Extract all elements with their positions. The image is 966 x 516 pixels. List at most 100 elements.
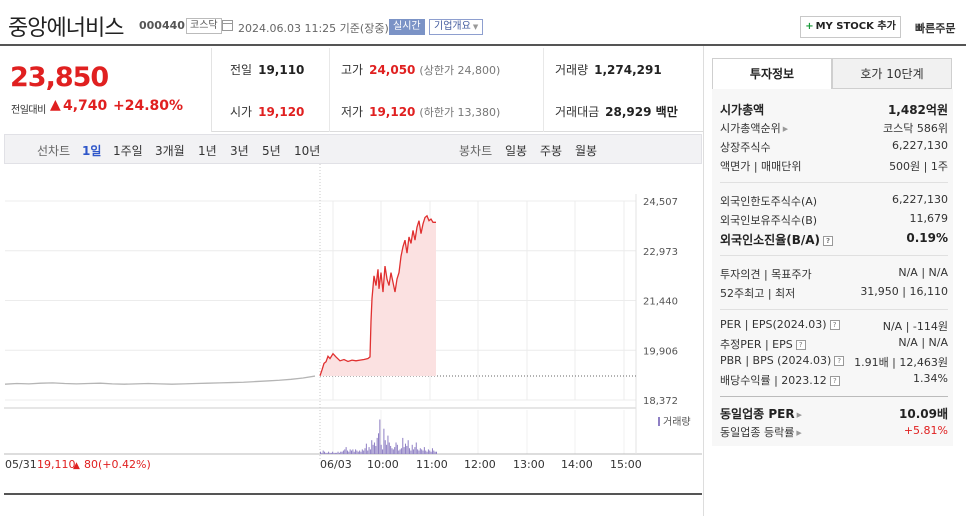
info-est-per: 추정PER | EPS? N/A | N/A: [720, 336, 948, 351]
volume-bar: [425, 450, 427, 454]
volume-bar: [363, 450, 365, 454]
info-foreign-limit: 외국인한도주식수(A) 6,227,130: [720, 193, 948, 208]
candle-daily[interactable]: 일봉: [505, 144, 528, 158]
info-listed-shares: 상장주식수 6,227,130: [720, 139, 948, 154]
content-divider: [703, 46, 704, 516]
volume-bar: [376, 437, 378, 454]
prev-day-change: 80: [84, 458, 98, 471]
info-tabs: 투자정보 호가 10단계: [712, 58, 953, 89]
help-icon[interactable]: ?: [823, 236, 834, 246]
help-icon[interactable]: ?: [829, 376, 840, 386]
info-sector-per[interactable]: 동일업종 PER ▶ 10.09배: [720, 407, 948, 421]
volume-bar: [409, 448, 411, 454]
prev-day-price: 19,110: [37, 458, 76, 471]
volume-bar: [382, 449, 384, 454]
period-3m[interactable]: 3개월: [155, 144, 185, 158]
volume-bar: [328, 451, 330, 454]
company-name: 중앙에너비스: [8, 16, 124, 41]
info-foreign-holding: 외국인보유주식수(B) 11,679: [720, 212, 948, 227]
quick-order-button[interactable]: 빠른주문: [915, 22, 956, 35]
info-market-cap-rank[interactable]: 시가총액순위 ▶ 코스닥 586위: [720, 122, 948, 135]
volume-bar: [334, 452, 336, 454]
stats-divider: [543, 48, 544, 132]
info-sector-rate[interactable]: 동일업종 등락률 ▶ +5.81%: [720, 424, 948, 439]
volume-bar: [378, 433, 379, 454]
period-10y[interactable]: 10년: [294, 144, 321, 158]
volume-bar: [386, 444, 388, 454]
info-body: 시가총액 1,482억원 시가총액순위 ▶ 코스닥 586위 상장주식수 6,227,1…: [712, 89, 953, 446]
volume-bar: [367, 450, 369, 454]
calendar-icon: [222, 20, 233, 31]
volume-bar: [417, 449, 419, 454]
y-tick-label: 22,973: [643, 247, 678, 258]
info-per-eps: PER | EPS(2024.03)? N/A | -114원: [720, 318, 948, 333]
help-icon[interactable]: ?: [795, 340, 806, 350]
intraday-chart: 24,507 22,973 21,440 19,906 18,372 거래량 06/03 10…: [0, 164, 704, 494]
chart-period-bar: 선차트 1일 1주일 3개월 1년 3년 5년 10년 봉차트 일봉 주봉 월봉: [4, 134, 702, 164]
stat-volume: 거래량 1,274,291: [555, 63, 662, 77]
x-tick-label: 10:00: [367, 458, 399, 471]
volume-bar: [398, 450, 400, 454]
volume-bar: [324, 451, 326, 454]
price-stats: 전일 19,110 고가 24,050 (상한가 24,800) 거래량 1,274,2…: [212, 48, 704, 132]
y-tick-label: 21,440: [643, 297, 678, 308]
volume-bar: [379, 419, 381, 454]
x-tick-label: 14:00: [561, 458, 593, 471]
volume-bar: [427, 449, 429, 454]
volume-bar: [407, 440, 409, 454]
volume-bar: [325, 452, 327, 454]
volume-bar: [369, 449, 371, 454]
volume-bar: [346, 450, 348, 454]
volume-bar: [384, 440, 386, 454]
period-1w[interactable]: 1주일: [113, 144, 143, 158]
volume-bar: [390, 445, 392, 454]
period-1d[interactable]: 1일: [82, 144, 102, 158]
volume-bar: [395, 442, 397, 454]
period-1y[interactable]: 1년: [198, 144, 217, 158]
volume-bar: [341, 451, 343, 454]
volume-bar: [368, 447, 370, 454]
volume-bar: [336, 452, 338, 454]
info-divider: [720, 182, 948, 183]
up-triangle-icon: ▲: [73, 461, 80, 471]
chevron-right-icon: ▶: [796, 411, 802, 419]
company-overview-dropdown[interactable]: 기업개요 ▼: [429, 19, 484, 35]
price-box: 23,850 전일대비 ▲ 4,740 +24.80%: [0, 48, 212, 132]
volume-bar: [356, 450, 358, 454]
volume-bar: [423, 447, 425, 454]
volume-bar: [351, 450, 353, 454]
info-divider: [720, 309, 948, 310]
my-stock-add-button[interactable]: + MY STOCK 추가: [800, 16, 901, 38]
x-tick-label: 13:00: [513, 458, 545, 471]
up-triangle-icon: ▲: [50, 97, 61, 113]
candle-monthly[interactable]: 월봉: [575, 144, 598, 158]
y-tick-label: 19,906: [643, 346, 678, 357]
change-value: 4,740: [63, 98, 108, 114]
help-icon[interactable]: ?: [834, 356, 845, 366]
volume-bar: [337, 451, 339, 454]
candle-weekly[interactable]: 주봉: [540, 144, 563, 158]
volume-bar: [355, 449, 357, 454]
volume-bar: [422, 450, 424, 454]
volume-bar: [320, 451, 321, 454]
volume-bar: [391, 448, 393, 454]
volume-bar: [415, 442, 417, 454]
volume-bar: [353, 451, 355, 454]
plus-icon: +: [805, 21, 814, 32]
realtime-badge[interactable]: 실시간: [389, 19, 425, 35]
prev-day-line: [4, 375, 316, 385]
volume-bar: [349, 449, 351, 454]
info-pbr-bps: PBR | BPS (2024.03)? 1.91배 | 12,463원: [720, 354, 948, 369]
help-icon[interactable]: ?: [829, 320, 840, 330]
tab-orderbook-10[interactable]: 호가 10단계: [832, 58, 952, 89]
chevron-down-icon: ▼: [472, 23, 479, 31]
period-3y[interactable]: 3년: [230, 144, 249, 158]
current-price: 23,850: [10, 62, 109, 93]
period-5y[interactable]: 5년: [262, 144, 281, 158]
prev-day-date: 05/31: [5, 458, 37, 471]
volume-bar: [380, 444, 382, 454]
volume-legend-swatch: [658, 417, 660, 426]
volume-bar: [326, 452, 328, 454]
tab-investment-info[interactable]: 투자정보: [712, 58, 832, 89]
volume-bar: [357, 451, 359, 454]
